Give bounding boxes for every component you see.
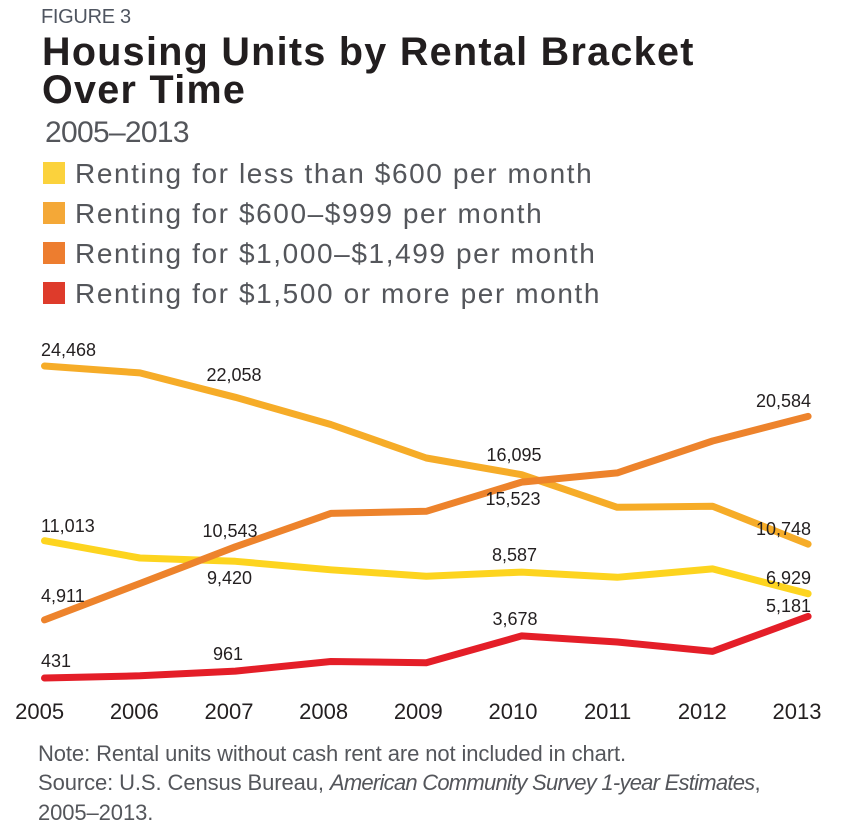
svg-text:4,911: 4,911 (41, 586, 85, 606)
svg-text:16,095: 16,095 (486, 445, 541, 465)
svg-text:6,929: 6,929 (766, 568, 811, 588)
svg-text:10,748: 10,748 (756, 519, 811, 539)
svg-text:20,584: 20,584 (756, 391, 811, 411)
svg-text:961: 961 (213, 644, 243, 664)
svg-text:11,013: 11,013 (41, 516, 95, 536)
svg-text:5,181: 5,181 (766, 596, 811, 616)
svg-text:24,468: 24,468 (41, 340, 96, 360)
svg-text:431: 431 (41, 651, 71, 671)
svg-text:10,543: 10,543 (202, 521, 257, 541)
svg-text:9,420: 9,420 (207, 568, 252, 588)
svg-text:15,523: 15,523 (485, 489, 540, 509)
svg-text:3,678: 3,678 (492, 609, 537, 629)
svg-text:22,058: 22,058 (206, 365, 261, 385)
svg-text:8,587: 8,587 (492, 545, 537, 565)
